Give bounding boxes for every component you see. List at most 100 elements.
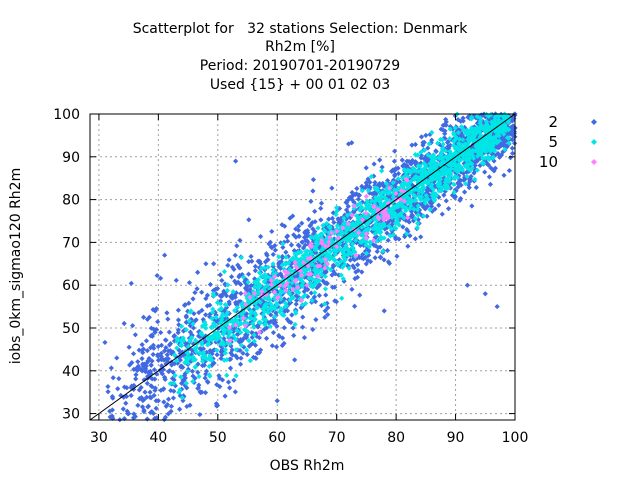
data-point [233, 373, 239, 379]
data-point [202, 390, 209, 396]
data-point [343, 207, 350, 213]
data-point [442, 122, 448, 128]
data-point [270, 261, 276, 267]
data-point [395, 171, 402, 177]
data-point [244, 351, 250, 358]
data-point [109, 413, 115, 419]
data-point [256, 319, 262, 325]
data-point [161, 357, 167, 363]
data-point [140, 397, 146, 404]
data-point [299, 283, 305, 289]
data-point [172, 383, 179, 389]
data-point [223, 293, 230, 299]
data-point [491, 134, 497, 141]
data-point [291, 232, 297, 238]
data-point [228, 293, 234, 299]
data-point [343, 227, 350, 233]
data-point [174, 338, 180, 345]
data-point [424, 190, 430, 196]
data-point [338, 272, 344, 278]
data-point [218, 319, 225, 325]
data-point [424, 213, 430, 219]
data-point [128, 392, 134, 399]
data-point [451, 152, 457, 158]
data-point [299, 297, 305, 303]
data-point [150, 307, 156, 313]
data-point [425, 196, 431, 202]
data-point [486, 140, 492, 147]
data-point [270, 267, 276, 273]
data-point [144, 348, 150, 354]
data-point [394, 209, 400, 215]
data-point [236, 299, 242, 305]
data-point [466, 185, 472, 191]
data-point [246, 217, 252, 223]
data-point [195, 369, 201, 375]
data-point [457, 197, 463, 203]
data-point [251, 338, 257, 344]
data-point [246, 258, 252, 265]
data-point [497, 122, 503, 128]
data-point [176, 322, 182, 328]
data-point [311, 235, 317, 241]
data-point [477, 134, 483, 140]
data-point [105, 383, 111, 390]
data-point [431, 198, 438, 204]
data-point [498, 124, 504, 130]
data-point [435, 181, 441, 187]
data-point [310, 188, 316, 194]
data-point [254, 304, 260, 310]
data-point [400, 224, 406, 230]
data-point [221, 307, 227, 314]
data-point [312, 219, 318, 225]
data-point [203, 371, 209, 377]
data-point [462, 151, 468, 157]
data-point [292, 251, 298, 257]
data-point [146, 314, 152, 320]
data-point [211, 261, 217, 267]
data-point [327, 224, 333, 230]
data-point [158, 342, 165, 348]
data-point [304, 259, 310, 265]
data-point [474, 153, 481, 159]
data-point [250, 289, 257, 295]
data-point [299, 302, 306, 308]
data-point [486, 113, 492, 119]
data-point [349, 212, 355, 218]
y-tick-label: 100 [53, 107, 80, 123]
data-point [259, 288, 265, 295]
data-point [237, 237, 243, 243]
data-point [292, 283, 298, 290]
data-point [220, 339, 226, 346]
data-point [505, 113, 511, 120]
legend-marker-5 [591, 139, 597, 145]
data-point [379, 193, 385, 200]
data-point [347, 215, 353, 221]
data-point [355, 230, 362, 236]
data-point [135, 359, 141, 365]
data-point [366, 179, 373, 185]
data-point [363, 214, 369, 220]
data-point [180, 393, 187, 399]
data-point [238, 255, 244, 261]
data-point [405, 243, 411, 249]
data-point [151, 345, 157, 351]
data-point [341, 215, 347, 221]
data-point [140, 346, 147, 352]
data-point [311, 238, 317, 244]
data-point [228, 274, 235, 280]
data-point [283, 287, 289, 294]
data-point [285, 260, 292, 266]
data-point [243, 335, 249, 341]
data-point [328, 267, 334, 273]
data-point [150, 351, 156, 358]
data-point [299, 220, 305, 226]
data-point [189, 368, 196, 374]
data-point [267, 286, 273, 292]
data-point [413, 209, 419, 215]
data-point [179, 349, 185, 355]
data-point [266, 241, 272, 247]
data-point [242, 323, 248, 329]
data-point [456, 136, 463, 142]
data-point [214, 382, 220, 388]
